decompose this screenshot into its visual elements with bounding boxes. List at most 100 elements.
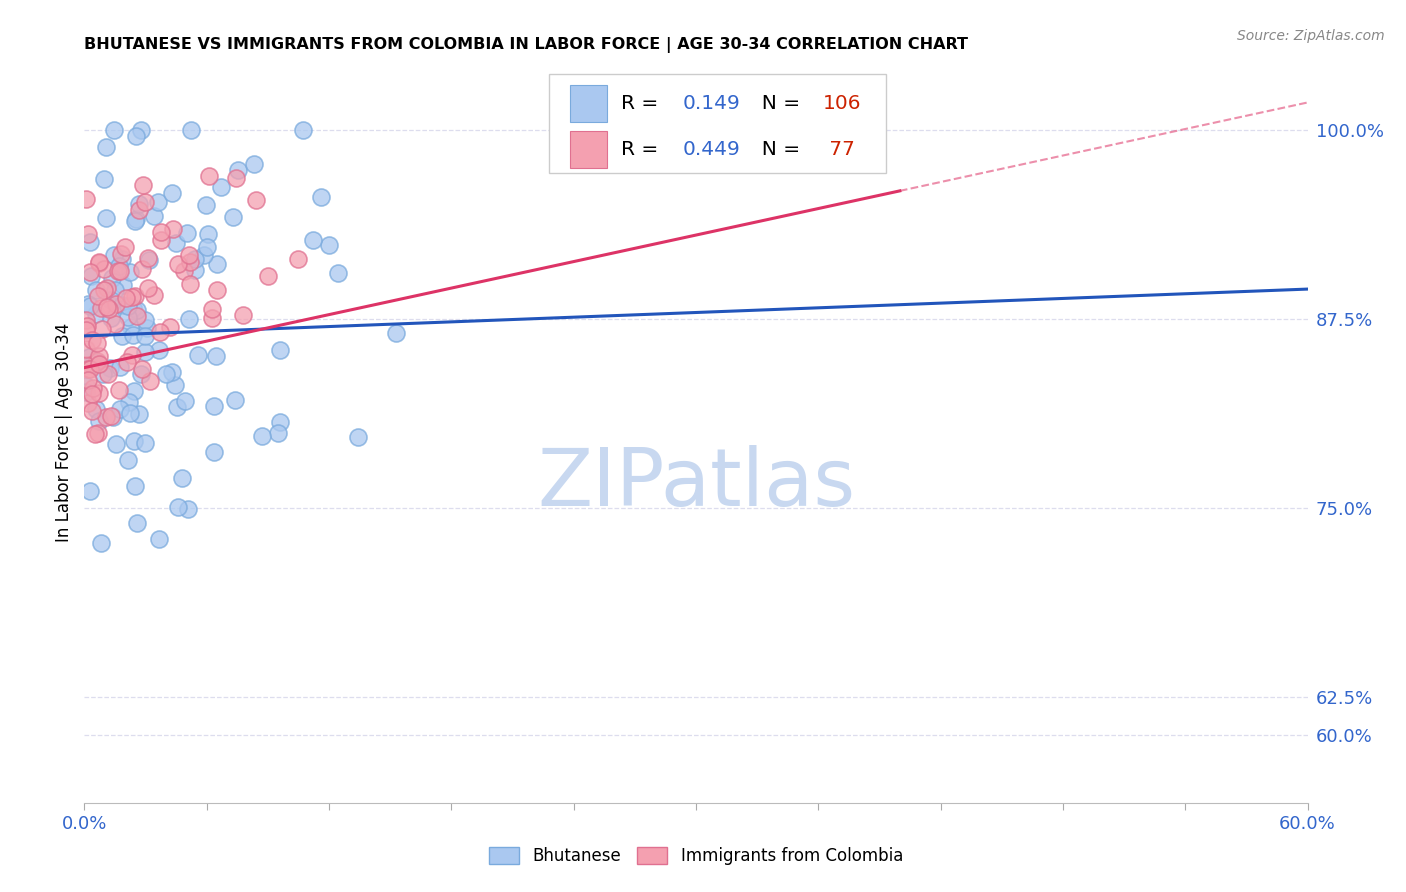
- Point: [149, 325, 172, 339]
- Point: [245, 193, 267, 207]
- Point: [142, 209, 165, 223]
- Point: [89, 256, 111, 270]
- Point: [193, 248, 215, 262]
- Point: [87, 255, 110, 269]
- Point: [309, 190, 332, 204]
- Point: [202, 445, 225, 459]
- Point: [183, 262, 205, 277]
- Point: [125, 129, 148, 144]
- Point: [201, 310, 224, 325]
- Point: [170, 471, 193, 485]
- Point: [149, 225, 172, 239]
- Point: [167, 500, 190, 514]
- Point: [84, 283, 107, 297]
- Point: [125, 211, 148, 226]
- Point: [80, 269, 103, 284]
- Point: [252, 429, 274, 443]
- Point: [131, 262, 153, 277]
- Point: [194, 197, 217, 211]
- Point: [224, 393, 246, 408]
- Point: [104, 284, 127, 298]
- Point: [128, 408, 150, 422]
- Point: [76, 362, 98, 376]
- Point: [104, 317, 127, 331]
- Text: N =: N =: [748, 140, 806, 159]
- Point: [129, 123, 152, 137]
- Point: [173, 264, 195, 278]
- Point: [134, 312, 156, 326]
- Point: [79, 235, 101, 249]
- Point: [75, 313, 97, 327]
- Point: [75, 342, 97, 356]
- Point: [82, 387, 104, 401]
- Point: [87, 426, 110, 441]
- Point: [326, 266, 349, 280]
- Point: [146, 194, 169, 209]
- Point: [111, 252, 134, 267]
- Y-axis label: In Labor Force | Age 30-34: In Labor Force | Age 30-34: [55, 323, 73, 542]
- Point: [222, 210, 245, 224]
- Point: [159, 319, 181, 334]
- Bar: [569, 85, 606, 121]
- Point: [96, 300, 118, 314]
- Point: [75, 322, 97, 336]
- Point: [76, 319, 98, 334]
- Point: [134, 194, 156, 209]
- Point: [301, 233, 323, 247]
- Point: [100, 293, 122, 307]
- Point: [174, 393, 197, 408]
- Point: [179, 277, 201, 291]
- Point: [204, 349, 226, 363]
- Point: [90, 301, 112, 315]
- Point: [118, 265, 141, 279]
- Point: [163, 377, 186, 392]
- Point: [124, 434, 146, 448]
- Point: [198, 169, 221, 184]
- Point: [75, 192, 97, 206]
- Point: [101, 271, 124, 285]
- Text: N =: N =: [748, 94, 806, 112]
- Legend: Bhutanese, Immigrants from Colombia: Bhutanese, Immigrants from Colombia: [489, 847, 903, 865]
- Point: [79, 483, 101, 498]
- Point: [125, 309, 148, 323]
- Point: [205, 257, 228, 271]
- Point: [86, 354, 108, 368]
- Point: [79, 265, 101, 279]
- Point: [76, 297, 98, 311]
- Point: [180, 123, 202, 137]
- Point: [80, 333, 103, 347]
- Point: [129, 367, 152, 381]
- Point: [86, 354, 108, 368]
- Point: [160, 186, 183, 200]
- Point: [179, 248, 201, 262]
- Point: [89, 386, 111, 401]
- Text: 0.449: 0.449: [682, 140, 741, 159]
- Point: [148, 343, 170, 357]
- Point: [110, 329, 132, 343]
- Point: [104, 296, 127, 310]
- Point: [197, 227, 219, 241]
- Text: 77: 77: [823, 140, 855, 159]
- Point: [117, 310, 139, 324]
- Text: R =: R =: [621, 94, 665, 112]
- Point: [205, 283, 228, 297]
- Point: [150, 233, 173, 247]
- Point: [134, 435, 156, 450]
- Point: [128, 197, 150, 211]
- Point: [177, 501, 200, 516]
- Point: [79, 299, 101, 313]
- Point: [124, 478, 146, 492]
- Point: [75, 378, 97, 392]
- Point: [122, 384, 145, 399]
- Point: [94, 211, 117, 226]
- Point: [138, 253, 160, 268]
- Point: [96, 280, 118, 294]
- Point: [105, 437, 128, 451]
- Point: [97, 367, 120, 381]
- Point: [384, 326, 406, 341]
- Point: [77, 396, 100, 410]
- Point: [93, 262, 115, 277]
- Point: [77, 227, 100, 241]
- Point: [98, 360, 121, 375]
- Point: [160, 365, 183, 379]
